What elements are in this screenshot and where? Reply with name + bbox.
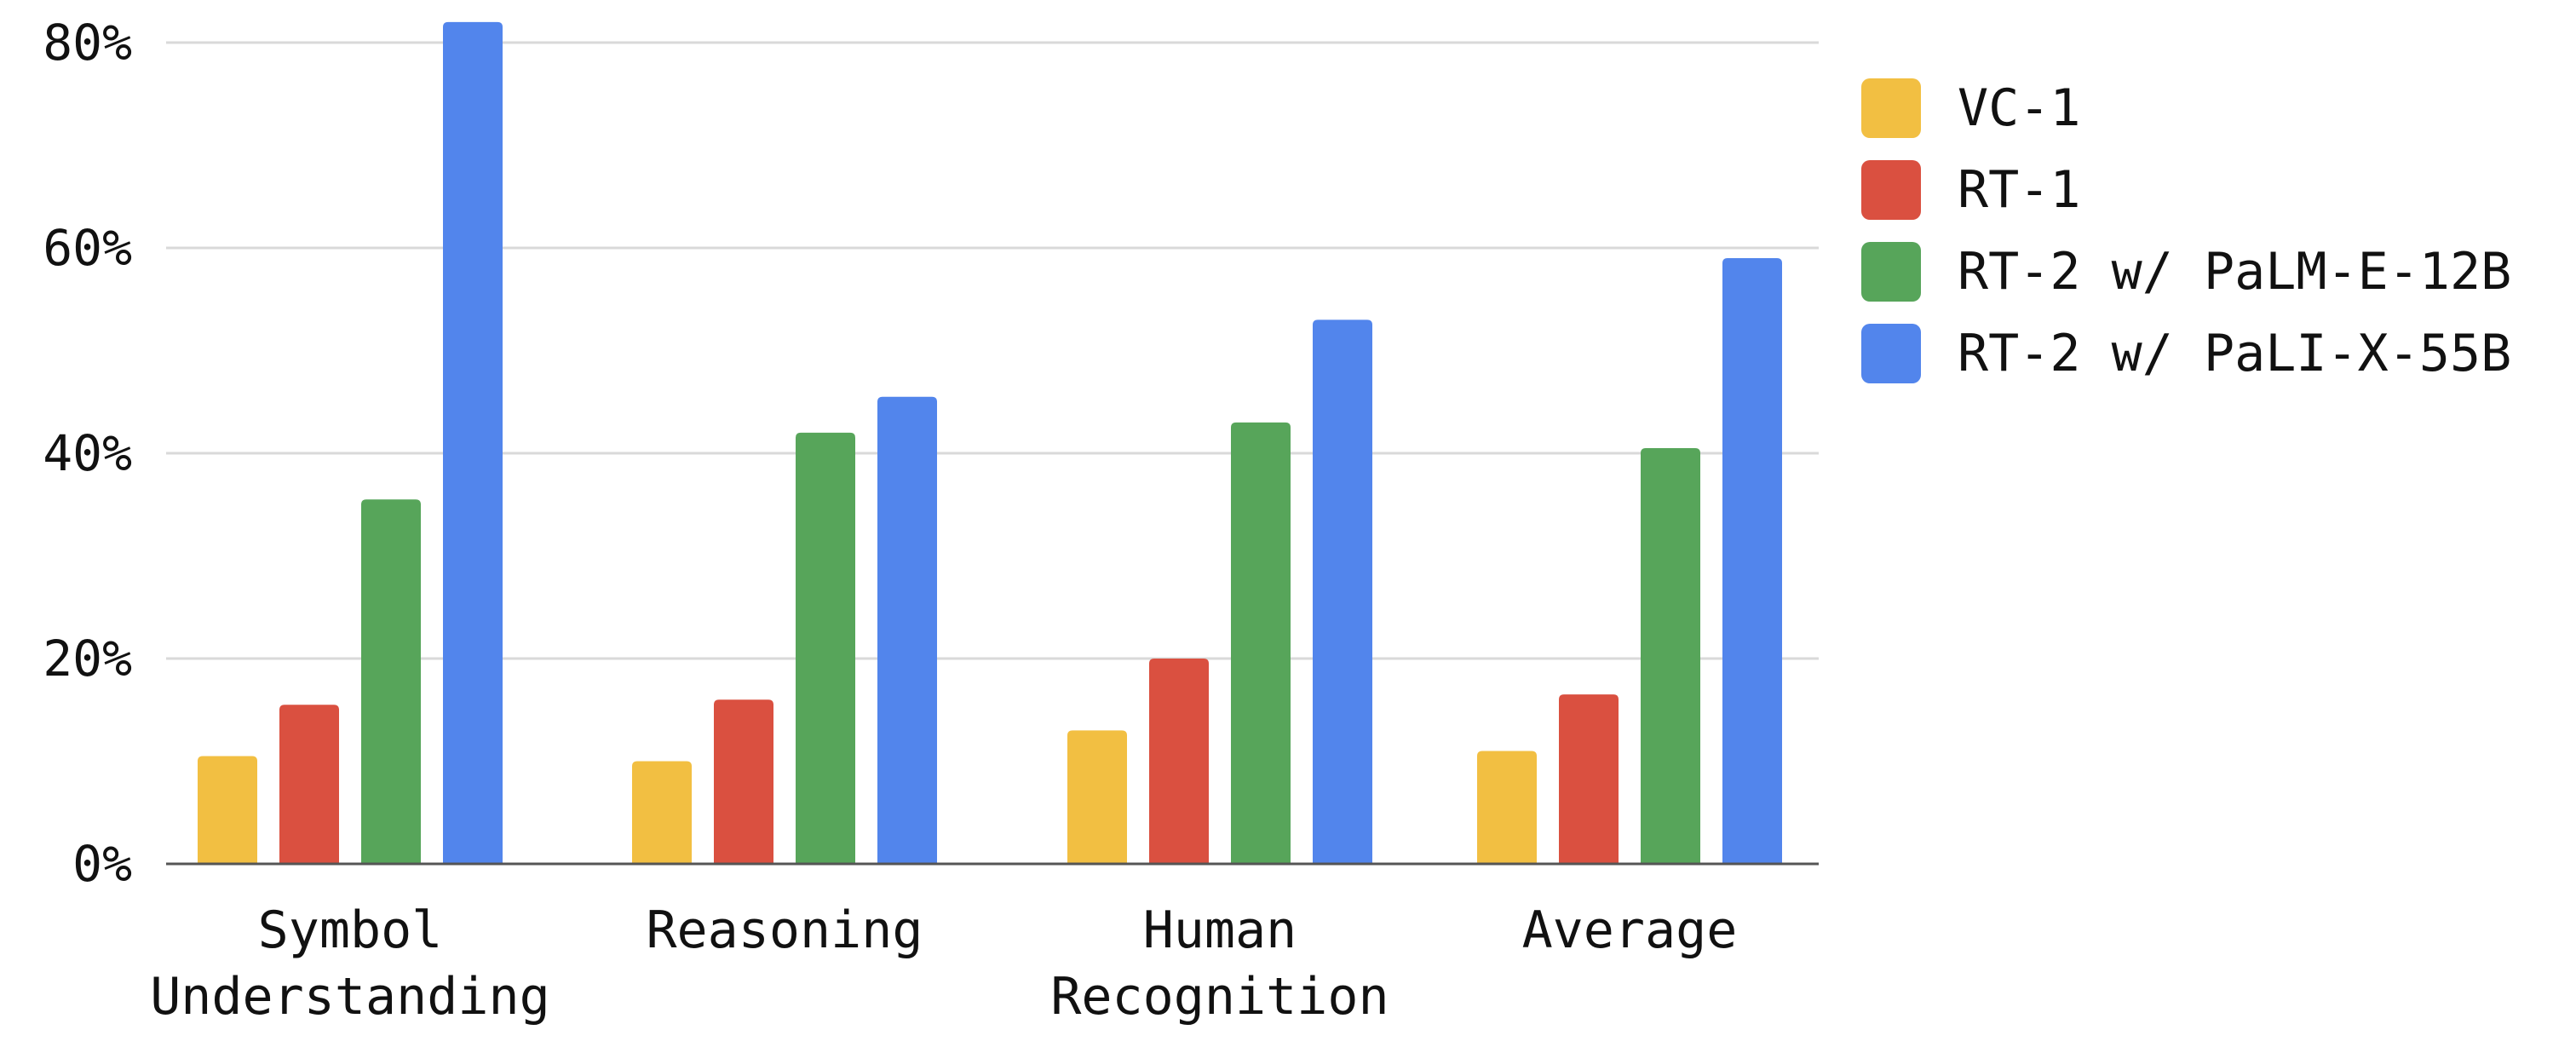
bar (198, 756, 257, 864)
legend-swatch (1861, 160, 1921, 220)
bar (877, 396, 937, 865)
bar (443, 21, 503, 864)
x-tick-label: Average (1522, 901, 1738, 960)
x-tick-label: Understanding (150, 967, 550, 1027)
y-tick-label: 40% (43, 424, 132, 482)
legend-swatch (1861, 324, 1921, 383)
y-tick-label: 0% (72, 835, 132, 893)
y-tick-label: 80% (43, 14, 132, 72)
legend-swatch (1861, 78, 1921, 138)
bar (279, 705, 339, 864)
x-tick-label: Recognition (1050, 967, 1389, 1027)
x-axis-labels: Symbol Understanding Reasoning Human Recogni… (150, 901, 1737, 1027)
bar (1313, 319, 1372, 865)
bar (1149, 659, 1209, 864)
legend-label: RT-2 w/ PaLI-X-55B (1958, 324, 2511, 383)
bar (1231, 422, 1291, 865)
bars (198, 21, 1782, 865)
bar (714, 699, 773, 864)
x-tick-label: Human (1143, 901, 1297, 960)
bar (1477, 751, 1537, 864)
legend-swatch (1861, 242, 1921, 302)
y-tick-label: 20% (43, 630, 132, 688)
bar (1559, 694, 1619, 864)
legend-label: RT-1 (1958, 160, 2081, 220)
y-axis-ticks: 0% 20% 40% 60% 80% (43, 14, 132, 893)
bar (1641, 447, 1700, 864)
bar (1067, 730, 1127, 864)
legend: VC-1 RT-1 RT-2 w/ PaLM-E-12B RT-2 w/ PaLI-X… (1861, 78, 2511, 383)
bar (796, 432, 855, 864)
gridlines (166, 41, 1819, 660)
y-tick-label: 60% (43, 219, 132, 277)
legend-label: VC-1 (1958, 78, 2081, 138)
bar (1722, 258, 1782, 864)
x-tick-label: Symbol (258, 901, 443, 960)
bar (632, 761, 692, 864)
x-tick-label: Reasoning (646, 901, 923, 960)
bar (361, 499, 421, 864)
legend-label: RT-2 w/ PaLM-E-12B (1958, 242, 2511, 302)
